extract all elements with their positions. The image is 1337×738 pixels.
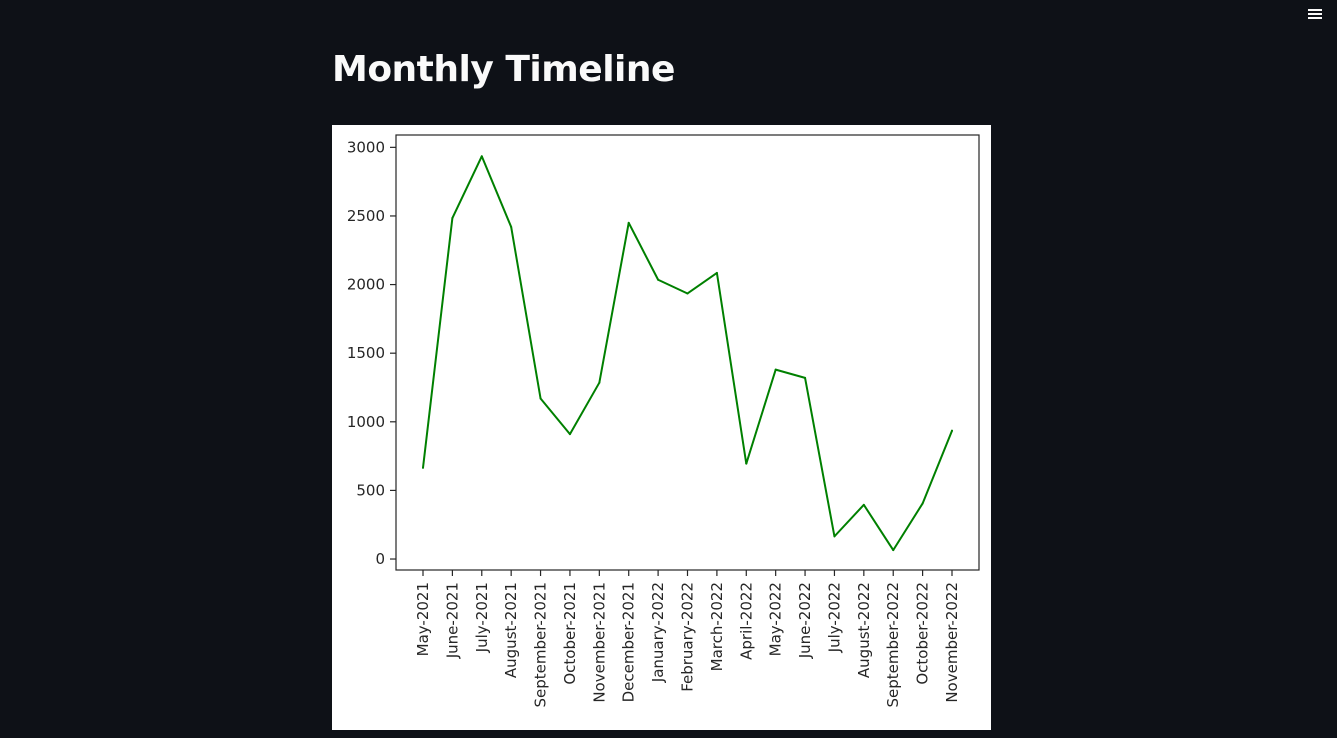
y-tick-label: 2500 (347, 207, 385, 225)
x-tick-label: July-2021 (473, 582, 491, 653)
hamburger-menu-button[interactable] (1301, 4, 1329, 24)
data-point (627, 221, 630, 224)
x-axis: May-2021 June-2021 July-2021 August-2021 Sep… (414, 570, 961, 708)
page-title: Monthly Timeline (332, 49, 675, 90)
data-point (657, 278, 660, 281)
x-tick-label: June-2021 (443, 582, 461, 659)
x-tick-label: March-2022 (708, 582, 726, 671)
x-tick-label: May-2021 (414, 582, 432, 656)
x-tick-label: February-2022 (679, 582, 697, 692)
data-point (774, 368, 777, 371)
chart-card: 0 500 1000 1500 2000 2500 3000 May-2021 June-20… (332, 125, 991, 730)
data-points (422, 155, 953, 552)
x-tick-label: January-2022 (649, 582, 667, 683)
series-line (422, 155, 953, 552)
data-point (804, 376, 807, 379)
data-point (539, 397, 542, 400)
x-tick-label: November-2022 (943, 582, 961, 703)
y-tick-label: 0 (375, 550, 385, 568)
y-tick-label: 1000 (347, 413, 385, 431)
y-tick-label: 2000 (347, 276, 385, 294)
x-tick-label: September-2021 (532, 582, 550, 708)
x-tick-label: December-2021 (620, 582, 638, 702)
y-tick-label: 500 (356, 481, 385, 499)
data-point (892, 549, 895, 552)
data-point (715, 271, 718, 274)
x-tick-label: October-2022 (914, 582, 932, 685)
data-point (833, 535, 836, 538)
x-tick-label: June-2022 (796, 582, 814, 659)
x-tick-label: May-2022 (767, 582, 785, 656)
data-point (745, 462, 748, 465)
data-point (480, 155, 483, 158)
data-point (510, 225, 513, 228)
x-tick-label: August-2021 (502, 582, 520, 678)
x-tick-label: September-2022 (884, 582, 902, 708)
x-tick-label: April-2022 (737, 582, 755, 660)
data-point (568, 433, 571, 436)
data-point (598, 381, 601, 384)
line-chart: 0 500 1000 1500 2000 2500 3000 May-2021 June-20… (347, 134, 980, 708)
x-tick-label: October-2021 (561, 582, 579, 685)
x-tick-label: August-2022 (855, 582, 873, 678)
y-tick-label: 3000 (347, 138, 385, 156)
y-axis: 0 500 1000 1500 2000 2500 3000 (347, 138, 396, 568)
data-point (686, 292, 689, 295)
data-point (921, 502, 924, 505)
plot-frame (395, 134, 980, 571)
x-tick-label: November-2021 (590, 582, 608, 703)
data-point (951, 429, 953, 432)
data-point (451, 217, 454, 220)
data-point (422, 466, 424, 469)
data-point (862, 503, 865, 506)
hamburger-menu-icon (1308, 9, 1322, 19)
x-tick-label: July-2022 (825, 582, 843, 653)
y-tick-label: 1500 (347, 344, 385, 362)
